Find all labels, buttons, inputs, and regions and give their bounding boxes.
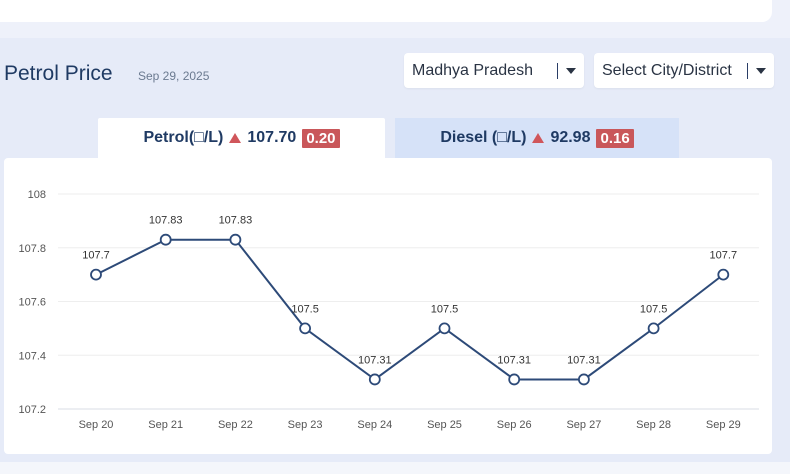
data-point [368,373,381,386]
data-label: 107.5 [291,303,319,315]
data-label: 107.31 [358,354,392,366]
data-point [438,322,451,335]
city-select-separator [747,63,748,79]
data-point [508,373,521,386]
series-line [95,238,724,381]
y-tick-label: 107.2 [18,404,46,416]
chevron-down-icon[interactable] [566,68,576,74]
data-point [159,233,172,246]
tab-diesel-change-badge: 0.16 [596,128,634,148]
tab-petrol-price: 107.70 [247,129,297,146]
data-label: 107.7 [710,250,738,262]
x-tick-label: Sep 28 [636,419,671,431]
city-select[interactable]: Select City/District [594,53,774,88]
page-title: Petrol Price [4,62,113,85]
data-point [90,268,102,281]
update-date: Sep 29, 2025 [138,69,210,83]
x-tick-label: Sep 23 [288,419,323,431]
tab-diesel[interactable]: Diesel (□/L) 92.98 0.16 [395,118,679,158]
data-point [299,322,312,335]
data-label: 107.83 [149,215,183,227]
data-point [229,233,242,246]
x-tick-label: Sep 25 [427,419,462,431]
y-tick-label: 107.6 [18,297,46,309]
x-tick-label: Sep 22 [218,419,253,431]
x-tick-label: Sep 24 [357,419,392,431]
state-select-separator [557,63,558,79]
x-tick-label: Sep 27 [566,419,601,431]
price-chart-card: 107.2 107.4 107.6 107.8 108 Sep 20 Sep 21 Sep 2… [4,158,772,454]
tab-petrol[interactable]: Petrol(□/L) 107.70 0.20 [98,118,385,158]
data-label: 107.7 [82,250,110,262]
data-label: 107.5 [640,303,668,315]
tab-diesel-label: Diesel (□/L) [440,129,527,146]
data-point [647,322,660,335]
y-tick-label: 108 [28,189,46,201]
top-card [0,0,772,22]
tab-diesel-price: 92.98 [550,129,591,146]
y-tick-label: 107.8 [18,243,46,255]
data-label: 107.5 [431,303,459,315]
tab-petrol-change-badge: 0.20 [302,128,340,148]
x-tick-label: Sep 20 [79,419,114,431]
state-select[interactable]: Madhya Pradesh [404,53,584,88]
x-tick-label: Sep 21 [148,419,183,431]
y-tick-label: 107.4 [18,350,46,362]
x-tick-label: Sep 29 [706,419,741,431]
data-label: 107.83 [219,215,253,227]
price-line-chart: 107.2 107.4 107.6 107.8 108 Sep 20 Sep 21 Sep 2… [18,189,759,431]
up-arrow-icon [229,133,242,143]
tab-petrol-label: Petrol(□/L) [143,129,224,146]
chevron-down-icon[interactable] [756,68,766,74]
city-select-value: Select City/District [602,62,732,79]
up-arrow-icon [532,133,545,143]
x-tick-label: Sep 26 [497,419,532,431]
data-point [717,268,730,281]
data-label: 107.31 [497,354,531,366]
data-point [578,373,590,386]
bottom-strip [0,462,790,474]
state-select-value: Madhya Pradesh [412,62,533,79]
data-label: 107.31 [567,354,601,366]
